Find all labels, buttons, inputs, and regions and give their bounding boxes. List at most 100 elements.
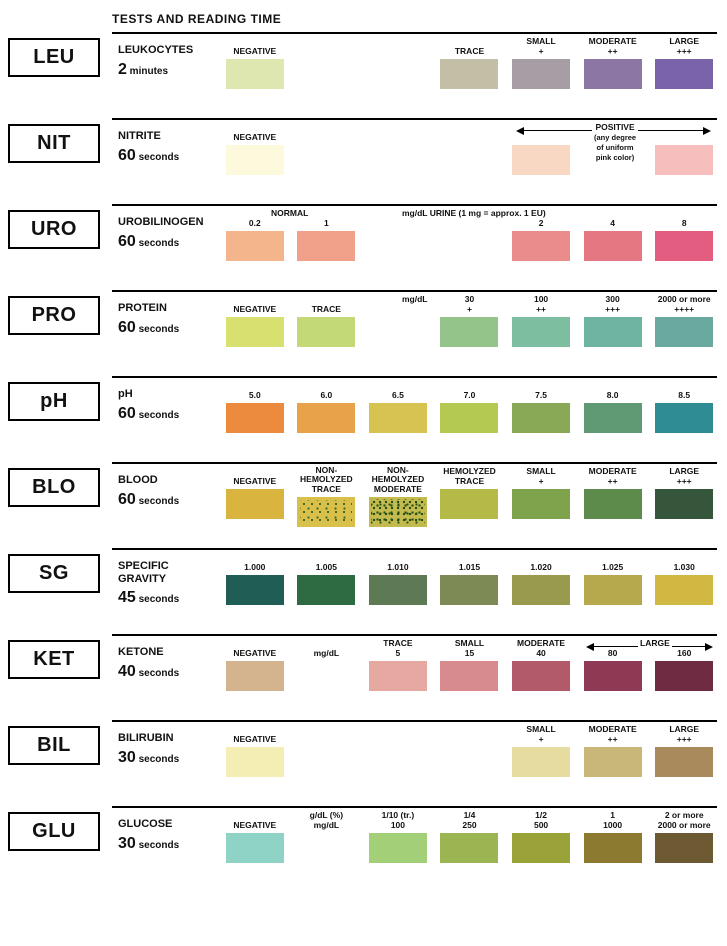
test-name-area: KETONE40 seconds — [116, 634, 218, 681]
test-name-area: SPECIFICGRAVITY45 seconds — [116, 548, 218, 608]
swatch — [655, 145, 713, 175]
reading-time: 60 seconds — [118, 233, 218, 251]
cell: g/dL (%) mg/dL — [292, 806, 362, 863]
swatch — [512, 833, 570, 863]
cell-label: 8 — [682, 208, 687, 228]
cell-label: 1.010 — [387, 552, 408, 572]
cell-label: NON-HEMOLYZED TRACE — [292, 466, 362, 494]
cell: 1.015 — [435, 548, 505, 605]
cell: MODERATE ++ — [578, 720, 648, 777]
reading-time: 40 seconds — [118, 663, 218, 681]
cell: SMALL + — [506, 32, 576, 89]
swatch — [297, 497, 355, 527]
test-name: SPECIFICGRAVITY — [118, 560, 218, 585]
time-number: 60 — [118, 491, 136, 508]
swatch — [440, 403, 498, 433]
code-box: NIT — [8, 124, 100, 163]
cell-label: MODERATE 40 — [517, 638, 565, 658]
swatch — [440, 59, 498, 89]
code-box: BLO — [8, 468, 100, 507]
cell-label: SMALL 15 — [455, 638, 484, 658]
swatch — [512, 317, 570, 347]
cell-label: 1.015 — [459, 552, 480, 572]
cell: 7.5 — [506, 376, 576, 433]
code-box: KET — [8, 640, 100, 679]
cell-label: 1.020 — [530, 552, 551, 572]
reading-time: 60 seconds — [118, 147, 218, 165]
cell-label: 1/10 (tr.) 100 — [382, 810, 415, 830]
cell-label: NEGATIVE — [233, 810, 276, 830]
test-name: pH — [118, 388, 218, 401]
cell: NEGATIVE — [220, 118, 290, 175]
swatch — [584, 489, 642, 519]
cell-label: 1.025 — [602, 552, 623, 572]
test-name: UROBILINOGEN — [118, 216, 218, 229]
row-sg: SGSPECIFICGRAVITY45 seconds1.0001.0051.0… — [8, 548, 719, 634]
swatch — [369, 403, 427, 433]
cell: 1.030 — [649, 548, 719, 605]
cell-label: 5.0 — [249, 380, 261, 400]
swatch — [369, 833, 427, 863]
time-unit: seconds — [136, 238, 179, 249]
swatch — [297, 317, 355, 347]
row-ket: KET KETONE40 secondsNEGATIVE mg/dL TRACE 5 S… — [8, 634, 719, 720]
cell: NEGATIVE — [220, 634, 290, 691]
cell: 1.010 — [363, 548, 433, 605]
swatch — [584, 231, 642, 261]
cell-label: NEGATIVE — [233, 294, 276, 314]
time-unit: seconds — [136, 410, 179, 421]
cell: 8.5 — [649, 376, 719, 433]
test-name-area: LEUKOCYTES 2 minutes — [116, 32, 218, 79]
row-divider — [112, 290, 717, 292]
cell: 300 +++ — [578, 290, 648, 347]
row-divider — [112, 118, 717, 120]
swatch — [297, 231, 355, 261]
row-grid: SGSPECIFICGRAVITY45 seconds1.0001.0051.0… — [8, 548, 719, 634]
swatch — [584, 403, 642, 433]
time-number: 30 — [118, 749, 136, 766]
cell-label: mg/dL — [314, 638, 340, 658]
swatch — [584, 575, 642, 605]
cell-label: LARGE +++ — [669, 36, 699, 56]
swatch — [297, 575, 355, 605]
row-grid: BILBILIRUBIN30 secondsNEGATIVESMALL +MOD… — [8, 720, 719, 806]
test-name: BLOOD — [118, 474, 218, 487]
cell: NEGATIVE — [220, 720, 290, 777]
row-divider — [112, 462, 717, 464]
cell — [292, 118, 362, 175]
reading-time: 2 minutes — [118, 61, 218, 79]
cell: NEGATIVE — [220, 290, 290, 347]
test-name: NITRITE — [118, 130, 218, 143]
code-box: SG — [8, 554, 100, 593]
cell-label: 7.5 — [535, 380, 547, 400]
test-name-area: GLUCOSE30 seconds — [116, 806, 218, 853]
row-grid: UROUROBILINOGEN60 seconds0.21248 — [8, 204, 719, 290]
cell: TRACE 5 — [363, 634, 433, 691]
cell: 7.0 — [435, 376, 505, 433]
row-divider — [112, 32, 717, 34]
reading-time: 30 seconds — [118, 835, 218, 853]
time-number: 40 — [118, 663, 136, 680]
cell: 2000 or more ++++ — [649, 290, 719, 347]
cell: 6.0 — [292, 376, 362, 433]
swatch — [440, 575, 498, 605]
cell: 1/2 500 — [506, 806, 576, 863]
time-number: 30 — [118, 835, 136, 852]
test-name-area: NITRITE 60 seconds — [116, 118, 218, 165]
test-name: LEUKOCYTES — [118, 44, 218, 57]
swatch — [297, 403, 355, 433]
cell-label: HEMOLYZED TRACE — [443, 466, 496, 486]
cell-label: 4 — [610, 208, 615, 228]
cell-label: TRACE 5 — [383, 638, 412, 658]
swatch — [655, 489, 713, 519]
cell: 4 — [578, 204, 648, 261]
reading-time: 60 seconds — [118, 491, 218, 509]
cell: 1/10 (tr.) 100 — [363, 806, 433, 863]
time-number: 60 — [118, 405, 136, 422]
swatch — [584, 317, 642, 347]
swatch — [226, 145, 284, 175]
swatch — [440, 317, 498, 347]
cell-label: 1 1000 — [603, 810, 622, 830]
cell — [292, 720, 362, 777]
cell-label: g/dL (%) mg/dL — [310, 810, 343, 830]
